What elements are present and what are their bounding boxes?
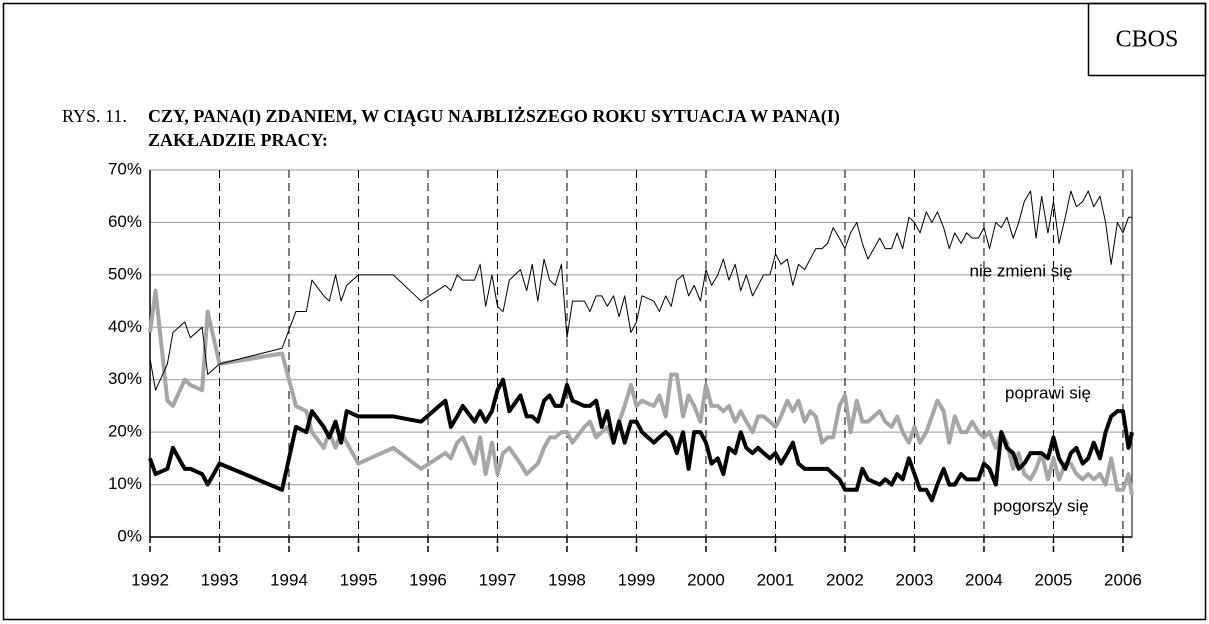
plot-area — [149, 169, 1133, 538]
figure-label: RYS. 11. — [62, 106, 127, 126]
x-tick-label: 1992 — [131, 570, 169, 589]
x-tick-label: 1995 — [340, 570, 378, 589]
x-tick-label: 2006 — [1104, 570, 1142, 589]
series-label: pogorszy się — [993, 496, 1088, 515]
series-line — [149, 190, 1132, 391]
chart-title: CZY, PANA(I) ZDANIEM, W CIĄGU NAJBLIŻSZE… — [148, 106, 840, 127]
y-tick-label: 60% — [108, 212, 142, 231]
x-tick-label: 1997 — [479, 570, 517, 589]
y-tick-label: 40% — [108, 317, 142, 336]
y-tick-label: 50% — [108, 264, 142, 283]
x-tick-label: 2002 — [826, 570, 864, 589]
series-label: nie zmieni się — [970, 261, 1073, 280]
y-tick-label: 70% — [108, 159, 142, 178]
x-tick-label: 2004 — [965, 570, 1003, 589]
header: CBOS — [1116, 27, 1179, 53]
y-tick-label: 30% — [108, 369, 142, 388]
x-tick-label: 1994 — [270, 570, 308, 589]
y-tick-label: 10% — [108, 474, 142, 493]
x-tick-label: 1993 — [201, 570, 239, 589]
x-tick-label: 1999 — [618, 570, 656, 589]
header-box — [1087, 2, 1207, 77]
y-tick-label: 0% — [117, 526, 142, 545]
x-tick-label: 2003 — [896, 570, 934, 589]
chart-title: ZAKŁADZIE PRACY: — [148, 130, 328, 150]
x-tick-label: 1998 — [548, 570, 586, 589]
series-label: poprawi się — [1005, 383, 1091, 402]
y-tick-label: 20% — [108, 422, 142, 441]
x-tick-label: 1996 — [409, 570, 447, 589]
x-tick-label: 2000 — [687, 570, 725, 589]
x-tick-label: 2001 — [757, 570, 795, 589]
series-line — [148, 377, 1134, 503]
x-tick-label: 2005 — [1035, 570, 1073, 589]
